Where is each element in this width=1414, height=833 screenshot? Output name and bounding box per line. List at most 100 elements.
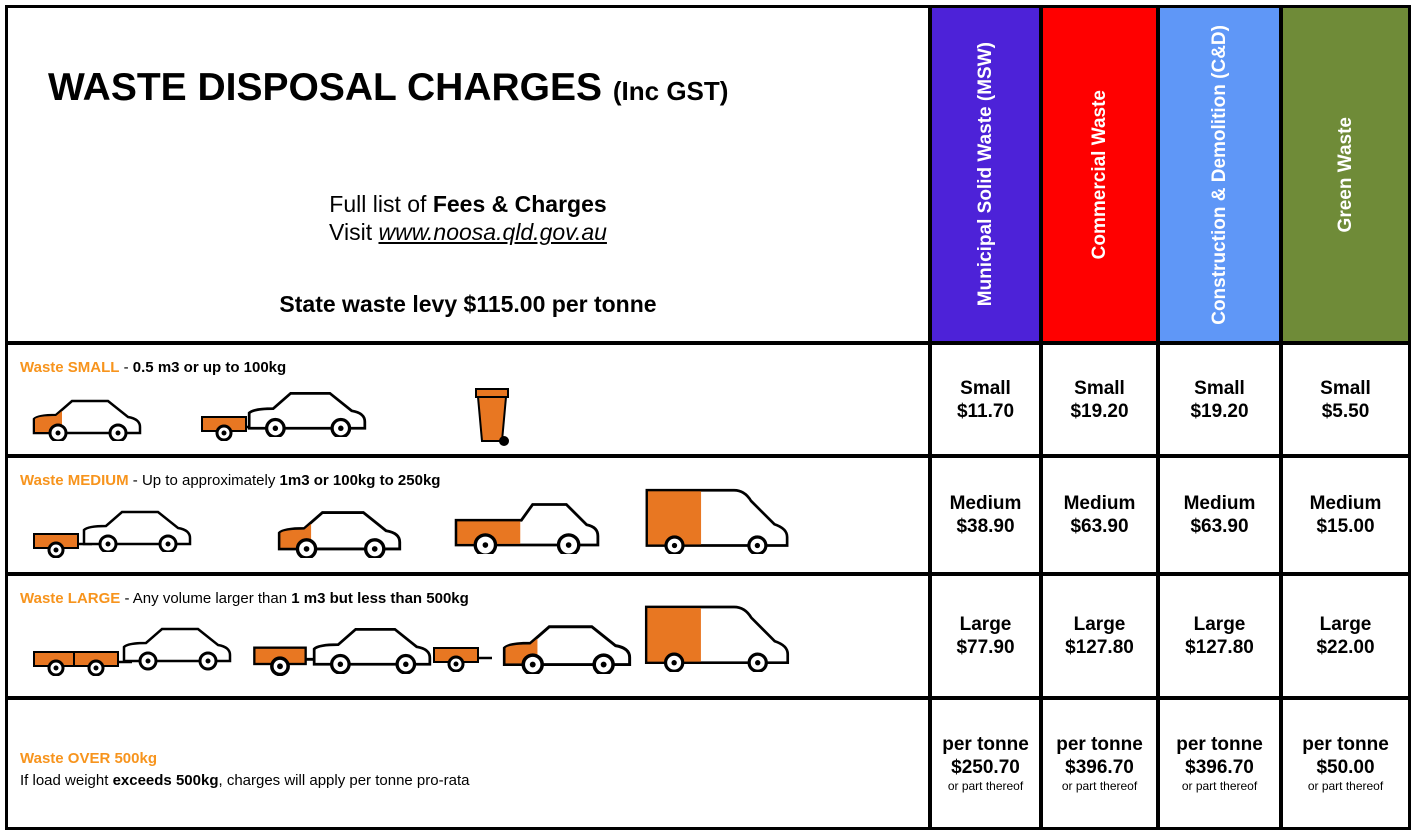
price: $22.00 <box>1316 636 1374 659</box>
price-cell: Medium$63.90 <box>1040 455 1159 575</box>
column-title: Green Waste <box>1334 117 1358 232</box>
column-header: Green Waste <box>1280 5 1411 344</box>
size-label: Small <box>1320 377 1371 400</box>
vehicle-icon <box>32 397 142 441</box>
size-label: Medium <box>950 492 1022 515</box>
fees-info: Full list of Fees & Charges Visit www.no… <box>8 190 928 246</box>
size-label: Medium <box>1310 492 1382 515</box>
price-cell: Small$11.70 <box>929 342 1042 457</box>
fees-bold: Fees & Charges <box>433 191 607 217</box>
size-label: Medium <box>1184 492 1256 515</box>
price: $127.80 <box>1185 636 1254 659</box>
price-cell: Small$19.20 <box>1040 342 1159 457</box>
visit-prefix: Visit <box>329 219 378 245</box>
size-label: Medium <box>1064 492 1136 515</box>
size-label: Large <box>1194 613 1246 636</box>
row-text: - Any volume larger than <box>120 590 291 607</box>
price-note: or part thereof <box>1062 779 1137 794</box>
column-title: Construction & Demolition (C&D) <box>1208 25 1232 325</box>
title: WASTE DISPOSAL CHARGES (Inc GST) <box>48 66 728 110</box>
size-tag: Waste LARGE <box>20 590 120 607</box>
row-label-cell: Waste SMALL - 0.5 m3 or up to 100kg <box>5 342 931 457</box>
vehicle-icon <box>452 500 602 554</box>
price: $250.70 <box>951 756 1020 779</box>
title-suffix: (Inc GST) <box>613 76 729 106</box>
row-bold: 1 m3 but less than 500kg <box>291 590 469 607</box>
price-cell: Medium$63.90 <box>1157 455 1282 575</box>
price-cell: Large$127.80 <box>1040 573 1159 699</box>
price: $11.70 <box>957 400 1014 423</box>
title-text: WASTE DISPOSAL CHARGES <box>48 66 602 109</box>
vehicle-icons <box>32 500 912 570</box>
row-text-prefix: If load weight <box>20 772 113 789</box>
vehicle-icon <box>642 602 792 672</box>
header-cell: WASTE DISPOSAL CHARGES (Inc GST) Full li… <box>5 5 931 344</box>
size-label: Small <box>1074 377 1125 400</box>
page: WASTE DISPOSAL CHARGES (Inc GST) Full li… <box>0 0 1414 833</box>
row-text-suffix: , charges will apply per tonne pro-rata <box>218 772 469 789</box>
size-label: per tonne <box>1176 733 1263 756</box>
fees-prefix: Full list of <box>329 191 433 217</box>
size-label: per tonne <box>942 733 1029 756</box>
url[interactable]: www.noosa.qld.gov.au <box>378 219 606 245</box>
price-cell: Small$5.50 <box>1280 342 1411 457</box>
price: $396.70 <box>1185 756 1254 779</box>
vehicle-icon <box>472 387 512 447</box>
vehicle-icon <box>82 508 192 552</box>
levy: State waste levy $115.00 per tonne <box>8 291 928 318</box>
row-text: If load weight exceeds 500kg, charges wi… <box>20 772 469 789</box>
size-label: per tonne <box>1302 733 1389 756</box>
price: $396.70 <box>1065 756 1134 779</box>
vehicle-icon <box>432 628 492 672</box>
row-label-cell: Waste LARGE - Any volume larger than 1 m… <box>5 573 931 699</box>
size-label: Large <box>1320 613 1372 636</box>
column-header: Commercial Waste <box>1040 5 1159 344</box>
row-label: Waste SMALL - 0.5 m3 or up to 100kg <box>20 359 286 376</box>
price-note: or part thereof <box>948 779 1023 794</box>
size-label: per tonne <box>1056 733 1143 756</box>
vehicle-icon <box>277 508 402 558</box>
price: $63.90 <box>1190 515 1248 538</box>
size-tag: Waste MEDIUM <box>20 472 129 489</box>
column-title: Commercial Waste <box>1088 90 1112 259</box>
row-bold: 1m3 or 100kg to 250kg <box>280 472 441 489</box>
price: $63.90 <box>1070 515 1128 538</box>
row-label: Waste LARGE - Any volume larger than 1 m… <box>20 590 469 607</box>
row-bold: exceeds 500kg <box>113 772 219 789</box>
size-label: Small <box>1194 377 1245 400</box>
vehicle-icon <box>312 624 432 674</box>
price: $15.00 <box>1316 515 1374 538</box>
price-note: or part thereof <box>1308 779 1383 794</box>
size-tag: Waste SMALL <box>20 359 119 376</box>
price-cell: Large$77.90 <box>929 573 1042 699</box>
price-cell: Medium$15.00 <box>1280 455 1411 575</box>
price: $19.20 <box>1190 400 1248 423</box>
row-text: - <box>119 359 132 376</box>
price: $38.90 <box>956 515 1014 538</box>
vehicle-icon <box>247 389 367 437</box>
size-tag: Waste OVER 500kg <box>20 750 157 767</box>
price-cell: Large$22.00 <box>1280 573 1411 699</box>
row-bold: 0.5 m3 or up to 100kg <box>133 359 286 376</box>
column-title: Municipal Solid Waste (MSW) <box>974 42 998 306</box>
column-header: Municipal Solid Waste (MSW) <box>929 5 1042 344</box>
vehicle-icons <box>32 618 912 688</box>
price: $127.80 <box>1065 636 1134 659</box>
price-cell: Large$127.80 <box>1157 573 1282 699</box>
vehicle-icon <box>642 486 792 554</box>
size-label: Large <box>1074 613 1126 636</box>
price: $5.50 <box>1322 400 1370 423</box>
size-label: Large <box>960 613 1012 636</box>
vehicle-icon <box>122 622 232 672</box>
row-label-cell: Waste MEDIUM - Up to approximately 1m3 o… <box>5 455 931 575</box>
size-label: Small <box>960 377 1011 400</box>
price: $77.90 <box>956 636 1014 659</box>
price: $19.20 <box>1070 400 1128 423</box>
price-note: or part thereof <box>1182 779 1257 794</box>
row-label-cell: Waste OVER 500kg If load weight exceeds 5… <box>5 697 931 830</box>
row-label: Waste MEDIUM - Up to approximately 1m3 o… <box>20 472 440 489</box>
column-header: Construction & Demolition (C&D) <box>1157 5 1282 344</box>
